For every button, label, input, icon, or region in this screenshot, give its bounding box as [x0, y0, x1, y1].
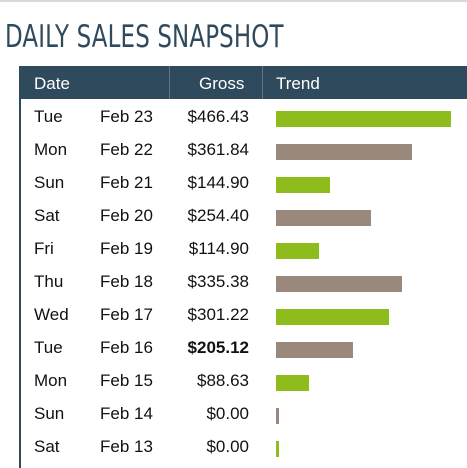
table-row: Sun Feb 14 $0.00 — [21, 397, 467, 430]
table-row: Mon Feb 22 $361.84 — [21, 133, 467, 166]
row-date: Feb 17 — [100, 305, 153, 324]
trend-bar — [276, 243, 319, 259]
row-date: Feb 15 — [100, 371, 153, 390]
table-header: Date Gross Trend — [19, 66, 467, 99]
trend-bar — [276, 342, 353, 358]
trend-bar — [276, 441, 279, 457]
row-gross: $361.84 — [187, 140, 249, 159]
table-row: Sun Feb 21 $144.90 — [21, 166, 467, 199]
row-day: Tue — [34, 107, 63, 126]
row-gross: $0.00 — [206, 404, 249, 423]
row-gross: $301.22 — [187, 305, 249, 324]
trend-bar — [276, 276, 402, 292]
trend-bar — [276, 144, 412, 160]
column-header-gross[interactable]: Gross — [199, 74, 245, 93]
row-day: Sun — [34, 173, 65, 192]
row-date: Feb 13 — [100, 437, 153, 456]
table-row: Mon Feb 15 $88.63 — [21, 364, 467, 397]
row-day: Sat — [34, 206, 60, 225]
row-date: Feb 21 — [100, 173, 153, 192]
row-date: Feb 20 — [100, 206, 153, 225]
row-gross: $254.40 — [187, 206, 249, 225]
row-day: Sat — [34, 437, 60, 456]
row-date: Feb 23 — [100, 107, 153, 126]
header-separator — [169, 66, 170, 99]
table-row: Fri Feb 19 $114.90 — [21, 232, 467, 265]
row-gross: $114.90 — [188, 239, 249, 258]
row-date: Feb 19 — [100, 239, 153, 258]
trend-bar — [276, 111, 451, 127]
trend-bar — [276, 210, 371, 226]
table-row: Tue Feb 16 $205.12 — [21, 331, 467, 364]
row-gross: $144.90 — [187, 173, 249, 192]
row-day: Mon — [34, 371, 68, 390]
row-day: Tue — [34, 338, 63, 357]
row-day: Wed — [34, 305, 69, 324]
row-day: Sun — [34, 404, 65, 423]
page-title: DAILY SALES SNAPSHOT — [5, 19, 284, 55]
top-divider — [0, 0, 467, 2]
row-day: Fri — [34, 239, 54, 258]
row-date: Feb 22 — [100, 140, 153, 159]
row-day: Mon — [34, 140, 68, 159]
trend-bar — [276, 375, 309, 391]
column-header-date[interactable]: Date — [34, 74, 70, 93]
row-gross: $466.43 — [187, 107, 249, 126]
column-header-trend[interactable]: Trend — [276, 74, 320, 93]
table-row: Wed Feb 17 $301.22 — [21, 298, 467, 331]
row-gross: $0.00 — [206, 437, 249, 456]
sales-table: Date Gross Trend Tue Feb 23 $466.43 Mon Feb … — [19, 66, 467, 468]
trend-bar — [276, 177, 330, 193]
header-separator — [262, 66, 263, 99]
row-day: Thu — [34, 272, 64, 291]
table-row: Sat Feb 20 $254.40 — [21, 199, 467, 232]
table-row: Thu Feb 18 $335.38 — [21, 265, 467, 298]
table-row: Sat Feb 13 $0.00 — [21, 430, 467, 463]
table-left-border — [19, 66, 21, 468]
row-date: Feb 18 — [100, 272, 153, 291]
trend-bar — [276, 408, 279, 424]
row-gross: $205.12 — [187, 338, 249, 357]
row-gross: $335.38 — [187, 272, 249, 291]
row-date: Feb 14 — [100, 404, 153, 423]
row-date: Feb 16 — [100, 338, 153, 357]
table-row: Tue Feb 23 $466.43 — [21, 100, 467, 133]
row-gross: $88.63 — [197, 371, 249, 390]
trend-bar — [276, 309, 389, 325]
